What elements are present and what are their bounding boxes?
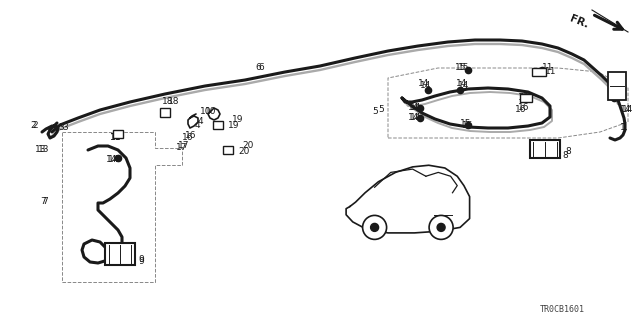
Text: 18: 18 [162,98,173,107]
Text: 20: 20 [238,148,250,156]
Text: 11: 11 [545,68,557,76]
Text: TR0CB1601: TR0CB1601 [540,306,584,315]
Bar [223,146,233,154]
Circle shape [363,215,387,239]
Bar [160,108,170,117]
Text: 14: 14 [408,114,419,123]
Bar [520,94,532,102]
Text: 14: 14 [620,106,632,115]
Text: 14: 14 [410,103,421,113]
Text: 20: 20 [242,141,253,150]
Text: 15: 15 [460,118,472,127]
Text: 3: 3 [58,124,64,132]
Bar [608,72,626,100]
Circle shape [371,223,379,231]
Circle shape [429,215,453,239]
Text: 13: 13 [35,146,47,155]
Text: 19: 19 [228,121,239,130]
Text: 11: 11 [542,63,554,73]
Text: 14: 14 [420,81,431,90]
Text: 12: 12 [520,93,531,102]
Text: 8: 8 [562,150,568,159]
Bar [532,68,546,76]
Text: 9: 9 [138,258,144,267]
Text: 18: 18 [168,98,179,107]
Text: 14: 14 [106,156,117,164]
Text: 16: 16 [185,131,196,140]
Text: 15: 15 [458,63,470,73]
Text: 13: 13 [38,146,49,155]
Text: 15: 15 [455,63,467,73]
Bar [213,121,223,129]
Bar [530,140,560,158]
Bar [113,130,123,138]
Text: 11: 11 [110,133,122,142]
Text: FR.: FR. [568,14,590,30]
Text: 2: 2 [30,121,36,130]
Text: 14: 14 [408,103,419,113]
Text: 12: 12 [518,93,529,102]
Text: 16: 16 [515,106,527,115]
Text: 2: 2 [32,121,38,130]
Text: 4: 4 [195,121,200,130]
Text: 14: 14 [458,81,469,90]
Text: 5: 5 [378,106,384,115]
Text: 14: 14 [410,114,421,123]
Text: 16: 16 [182,133,193,142]
Text: 10: 10 [200,108,211,116]
Text: 10: 10 [205,108,216,116]
Text: 7: 7 [42,197,48,206]
Circle shape [437,223,445,231]
Text: 14: 14 [108,156,120,164]
Text: 1: 1 [620,124,626,132]
Text: 11: 11 [110,133,122,142]
Text: 14: 14 [418,79,429,89]
Bar [105,243,135,265]
Text: 7: 7 [40,197,45,206]
Text: 1: 1 [622,124,628,132]
Text: 17: 17 [178,140,189,149]
Text: 15: 15 [462,121,474,130]
Text: 6: 6 [255,63,260,73]
Text: 16: 16 [518,103,529,113]
Text: 14: 14 [622,106,634,115]
Text: 3: 3 [62,123,68,132]
Text: 9: 9 [138,255,144,265]
Text: 5: 5 [372,108,378,116]
Text: 14: 14 [456,79,467,89]
Text: 4: 4 [198,117,204,126]
Text: 8: 8 [565,148,571,156]
Text: 19: 19 [232,116,243,124]
Text: 17: 17 [176,143,188,153]
Text: 6: 6 [258,63,264,73]
